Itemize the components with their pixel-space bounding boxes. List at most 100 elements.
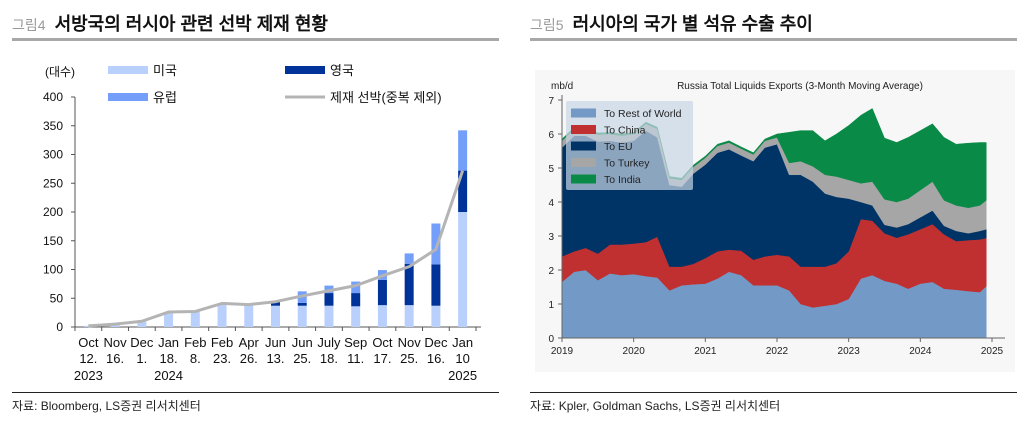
legend-label: To China xyxy=(604,125,646,137)
x-tick-label-month: Oct xyxy=(372,335,393,350)
bar-segment-us xyxy=(271,305,280,327)
legend-label: 유럽 xyxy=(153,90,177,105)
right-figure-panel: 그림5 러시아의 국가 별 석유 수출 추이 자료: Kpler, Goldma… xyxy=(514,0,1028,427)
x-tick-label-day: 10 xyxy=(455,351,469,366)
bar-segment-us xyxy=(297,305,307,327)
bar-segment-eu xyxy=(351,281,361,294)
y-axis-unit-label: mb/d xyxy=(551,81,573,92)
bar-segment-us xyxy=(431,305,441,327)
x-tick-label-day: 18. xyxy=(320,351,338,366)
legend-label: 영국 xyxy=(330,63,354,78)
x-tick-label: 2025 xyxy=(981,346,1004,357)
x-tick-label: 2023 xyxy=(838,346,861,357)
y-tick-label: 200 xyxy=(43,205,63,219)
legend-swatch xyxy=(571,108,596,118)
legend-swatch xyxy=(108,93,148,101)
bar-segment-us xyxy=(324,305,334,327)
legend-swatch xyxy=(571,141,596,151)
legend-swatch xyxy=(571,125,596,134)
x-tick-label-day: 16. xyxy=(106,351,124,366)
left-figure-source: 자료: Bloomberg, LS증권 리서치센터 xyxy=(12,399,201,413)
legend-label: 미국 xyxy=(153,63,177,78)
x-tick-label-month: Jan xyxy=(452,335,473,350)
x-tick-label-month: Dec xyxy=(130,335,154,350)
right-source-divider xyxy=(530,392,1017,393)
right-figure-heading: 러시아의 국가 별 석유 수출 추이 xyxy=(572,14,813,34)
x-tick-label-month: Jun xyxy=(265,335,286,350)
right-figure-title: 그림5 러시아의 국가 별 석유 수출 추이 xyxy=(530,10,813,36)
bar-segment-us xyxy=(190,311,200,327)
legend-label: To EU xyxy=(604,141,633,153)
bar-segment-us xyxy=(217,304,227,327)
x-tick-label-month: Oct xyxy=(78,335,99,350)
left-figure-panel: 그림4 서방국의 러시아 관련 선박 제재 현황 (대수) 0 50 100 150 20… xyxy=(12,10,499,413)
y-tick-label: 150 xyxy=(43,234,63,248)
x-tick-label-month: Feb xyxy=(184,335,206,350)
exports-area-chart: mb/d Russia Total Liquids Exports (3-Mont… xyxy=(548,81,1005,357)
x-tick-label: 2021 xyxy=(694,346,717,357)
x-tick-label-day: 12. xyxy=(79,351,97,366)
y-tick-label: 350 xyxy=(43,119,63,133)
bar-segment-uk xyxy=(458,170,468,212)
y-tick-label: 6 xyxy=(548,130,554,141)
bar-segment-us xyxy=(458,212,468,327)
x-tick-label-year: 2025 xyxy=(448,368,477,383)
y-tick-label: 0 xyxy=(548,334,554,345)
sanctions-bar-chart: (대수)050100150200250300350400Oct12.2023No… xyxy=(43,63,481,383)
left-title-divider xyxy=(12,38,499,41)
left-figure-heading: 서방국의 러시아 관련 선박 제재 현황 xyxy=(54,14,328,34)
bar-segment-uk xyxy=(271,301,280,306)
bar-segment-uk xyxy=(377,279,387,306)
x-tick-label-year: 2024 xyxy=(154,368,183,383)
legend-swatch xyxy=(285,66,325,74)
x-tick-label-day: 1. xyxy=(136,351,147,366)
y-tick-label: 5 xyxy=(548,164,554,175)
x-tick-label-month: Jan xyxy=(158,335,179,350)
x-tick-label: 2020 xyxy=(623,346,646,357)
x-tick-label-day: 25. xyxy=(400,351,418,366)
left-figure-title: 그림4 서방국의 러시아 관련 선박 제재 현황 xyxy=(12,10,328,36)
bar-segment-us xyxy=(164,312,174,327)
right-title-divider xyxy=(530,38,1017,41)
bar-segment-uk xyxy=(404,263,414,306)
y-tick-label: 4 xyxy=(548,198,554,209)
bar-segment-uk xyxy=(431,264,441,306)
legend-box xyxy=(566,101,693,190)
bar-segment-eu xyxy=(404,253,414,264)
x-tick-label: 2019 xyxy=(551,346,574,357)
x-tick-label-day: 8. xyxy=(190,351,201,366)
bar-segment-us xyxy=(83,325,93,327)
y-tick-label: 50 xyxy=(50,291,64,305)
x-tick-label-month: Dec xyxy=(424,335,448,350)
x-tick-label-month: Nov xyxy=(104,335,128,350)
bar-segment-us xyxy=(404,305,414,327)
legend-label: To India xyxy=(604,174,641,186)
legend-label: To Rest of World xyxy=(604,108,682,120)
legend-label: 제재 선박(중복 제외) xyxy=(330,90,442,105)
x-tick-label-month: Apr xyxy=(239,335,260,350)
bar-segment-uk xyxy=(324,293,334,306)
bar-segment-uk xyxy=(297,302,307,306)
left-figure-number: 그림4 xyxy=(12,17,46,33)
x-tick-label-day: 13. xyxy=(266,351,284,366)
area-to-india xyxy=(561,108,987,209)
y-tick-label: 400 xyxy=(43,90,63,104)
x-tick-label-day: 11. xyxy=(347,351,364,366)
x-tick-label-month: July xyxy=(317,335,341,350)
x-tick-label-day: 18. xyxy=(160,351,178,366)
x-tick-label-month: Nov xyxy=(398,335,422,350)
legend-swatch xyxy=(571,174,596,184)
right-figure-number: 그림5 xyxy=(530,17,564,33)
x-tick-label-year: 2023 xyxy=(74,368,103,383)
chart-title: Russia Total Liquids Exports (3-Month Mo… xyxy=(677,81,923,92)
bar-segment-eu xyxy=(458,130,468,171)
x-tick-label-day: 25. xyxy=(293,351,311,366)
bar-segment-us xyxy=(351,306,361,327)
y-tick-label: 2 xyxy=(548,266,554,277)
x-tick-label-day: 23. xyxy=(213,351,231,366)
x-tick-label-day: 16. xyxy=(427,351,445,366)
x-tick-label: 2024 xyxy=(909,346,932,357)
y-tick-label: 1 xyxy=(548,300,554,311)
y-tick-label: 100 xyxy=(43,263,63,277)
x-tick-label-month: Jun xyxy=(292,335,313,350)
